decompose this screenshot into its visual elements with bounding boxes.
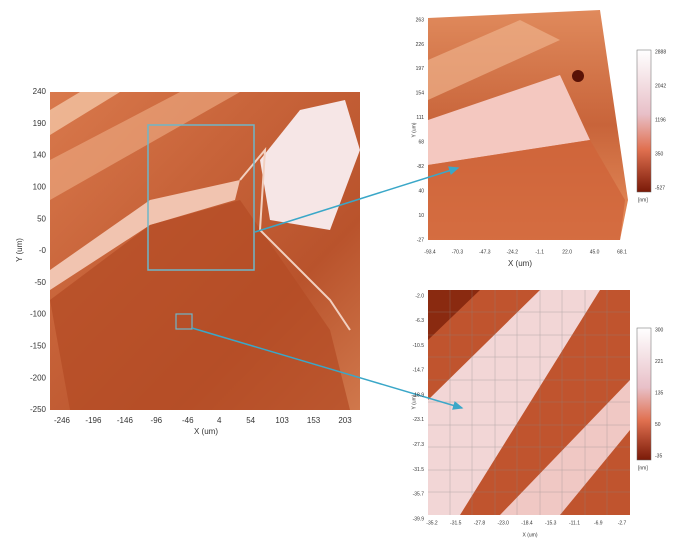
x-tick-label: -35.2 xyxy=(426,520,438,526)
x-tick-label: 203 xyxy=(338,416,352,425)
y-axis-label: Y (um) xyxy=(411,122,417,137)
x-tick-label: -11.1 xyxy=(569,520,580,526)
x-tick-label: -246 xyxy=(54,416,71,425)
y-tick-label: -150 xyxy=(30,342,47,351)
x-tick-label: -27.8 xyxy=(474,520,486,526)
colorbar-tick-label: 350 xyxy=(655,151,664,157)
y-tick-label: 50 xyxy=(37,214,46,223)
y-tick-label: -27.3 xyxy=(413,442,425,448)
colorbar-unit: [nm] xyxy=(638,197,648,203)
colorbar-tick-label: 135 xyxy=(655,390,664,396)
y-axis-label: Y (um) xyxy=(15,238,24,262)
y-tick-label: -27 xyxy=(417,237,424,243)
x-axis-label: X (um) xyxy=(194,427,218,436)
colorbar-tick-label: 2888 xyxy=(655,49,666,55)
y-tick-label: -82 xyxy=(417,164,424,170)
y-tick-label: -18.9 xyxy=(413,392,425,398)
x-tick-label: -46 xyxy=(182,416,194,425)
y-tick-label: 197 xyxy=(416,66,425,72)
y-tick-label: -10.5 xyxy=(413,343,425,349)
y-tick-label: -200 xyxy=(30,373,47,382)
y-tick-label: 240 xyxy=(33,87,47,96)
y-tick-label: -23.1 xyxy=(413,417,425,423)
x-tick-label: -2.7 xyxy=(618,520,627,526)
colorbar xyxy=(637,50,651,192)
x-tick-label: -93.4 xyxy=(424,249,436,255)
y-tick-label: 100 xyxy=(33,183,47,192)
y-tick-label: 154 xyxy=(416,91,425,97)
y-tick-label: -35.7 xyxy=(413,492,425,498)
colorbar-tick-label: 221 xyxy=(655,359,664,365)
y-tick-label: -31.5 xyxy=(413,467,425,473)
x-tick-label: 54 xyxy=(246,416,255,425)
colorbar-tick-label: 300 xyxy=(655,327,664,333)
y-tick-label: 140 xyxy=(33,151,47,160)
x-tick-label: 4 xyxy=(217,416,222,425)
y-tick-label: -100 xyxy=(30,310,47,319)
y-tick-label: 226 xyxy=(416,42,425,48)
figure: X (um) Y (um) [nm] X (um) Y (um) [nm] X … xyxy=(0,0,678,540)
x-tick-label: -196 xyxy=(85,416,102,425)
colorbar xyxy=(637,328,651,460)
x-tick-label: -23.0 xyxy=(498,520,510,526)
x-axis-label: X (um) xyxy=(523,532,538,538)
x-tick-label: 45.0 xyxy=(590,249,600,255)
y-tick-label: -0 xyxy=(39,246,47,255)
y-tick-label: 111 xyxy=(416,115,424,121)
y-tick-label: -250 xyxy=(30,405,47,414)
colorbar-tick-label: 50 xyxy=(655,422,661,428)
colorbar-tick-label: -35 xyxy=(655,453,662,459)
y-tick-label: 68 xyxy=(418,140,424,146)
zoom-scan-2d xyxy=(428,290,630,515)
y-tick-label: 190 xyxy=(33,119,47,128)
y-tick-label: 40 xyxy=(418,188,424,194)
colorbar-unit: [nm] xyxy=(638,465,648,471)
x-tick-label: -96 xyxy=(151,416,163,425)
x-tick-label: -18.4 xyxy=(521,520,533,526)
x-tick-label: -6.9 xyxy=(594,520,603,526)
colorbar-tick-label: -527 xyxy=(655,185,665,191)
x-tick-label: 68.1 xyxy=(617,249,627,255)
y-tick-label: 263 xyxy=(416,17,425,23)
x-axis-label: X (um) xyxy=(508,259,532,268)
x-tick-label: -1.1 xyxy=(535,249,544,255)
main-scan xyxy=(50,92,360,410)
x-tick-label: -31.5 xyxy=(450,520,462,526)
y-tick-label: -50 xyxy=(34,278,46,287)
colorbar-tick-label: 2042 xyxy=(655,83,666,89)
y-tick-label: -6.3 xyxy=(415,318,424,324)
x-tick-label: -47.3 xyxy=(479,249,491,255)
x-tick-label: 153 xyxy=(307,416,321,425)
y-tick-label: 10 xyxy=(418,213,424,219)
x-tick-label: -70.3 xyxy=(452,249,464,255)
colorbar-tick-label: 1196 xyxy=(655,117,666,123)
y-tick-label: -2.0 xyxy=(415,293,424,299)
zoom-scan-3d xyxy=(428,10,628,240)
x-tick-label: 103 xyxy=(275,416,289,425)
x-tick-label: -15.3 xyxy=(545,520,557,526)
x-tick-label: 22.0 xyxy=(562,249,572,255)
x-tick-label: -146 xyxy=(117,416,134,425)
y-tick-label: -39.9 xyxy=(413,516,425,522)
y-tick-label: -14.7 xyxy=(413,368,425,374)
x-tick-label: -24.2 xyxy=(507,249,519,255)
